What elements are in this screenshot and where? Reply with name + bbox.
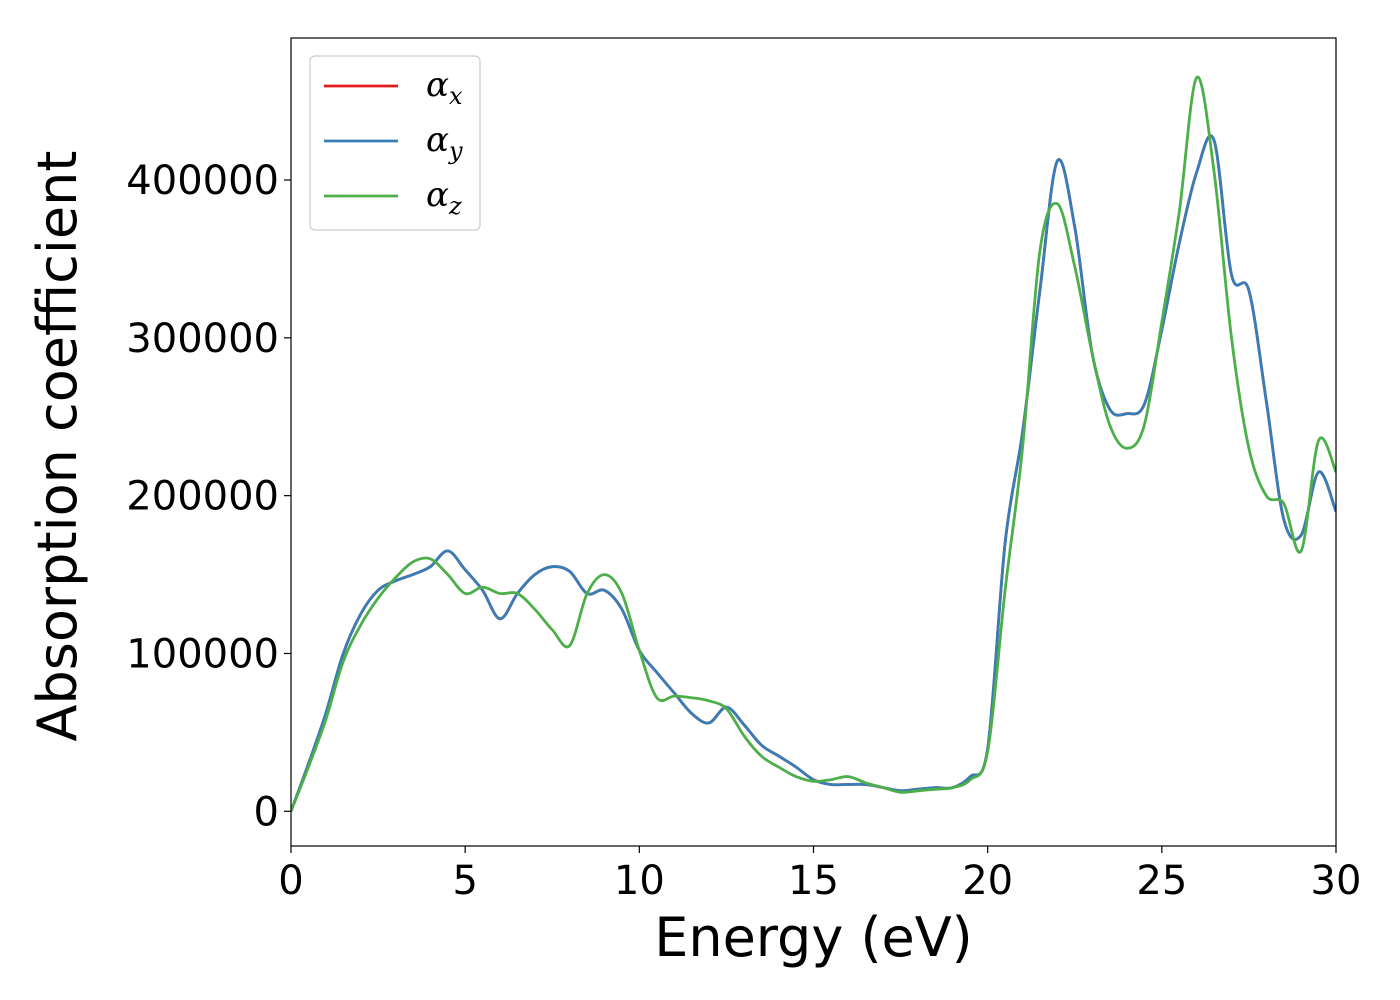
legend-label: αx — [426, 65, 463, 110]
y-axis-label: Absorption coefficient — [26, 151, 89, 742]
y-tick-label: 300000 — [126, 316, 279, 362]
axis-ticks: 0 5 10 15 20 25 30 0 100000 200000 300000 400000 — [126, 158, 1361, 904]
x-tick-label: 10 — [614, 858, 665, 904]
x-tick-label: 15 — [788, 858, 839, 904]
x-axis-label: Energy (eV) — [654, 906, 973, 969]
legend-box — [309, 55, 481, 231]
x-tick-label: 30 — [1311, 858, 1362, 904]
series-lines — [291, 75, 1336, 812]
y-tick-label: 400000 — [126, 158, 279, 204]
x-tick-label: 20 — [962, 858, 1013, 904]
legend: αx αy αz — [309, 55, 481, 231]
y-tick-label: 200000 — [126, 474, 279, 520]
legend-label: αz — [426, 175, 462, 220]
x-tick-label: 25 — [1136, 858, 1187, 904]
x-tick-label: 5 — [452, 858, 477, 904]
series-line-3 — [291, 75, 1336, 812]
legend-label: αy — [426, 120, 463, 165]
x-tick-label: 0 — [278, 858, 303, 904]
y-tick-label: 0 — [254, 789, 279, 835]
series-line-2 — [291, 134, 1336, 812]
y-tick-label: 100000 — [126, 631, 279, 677]
